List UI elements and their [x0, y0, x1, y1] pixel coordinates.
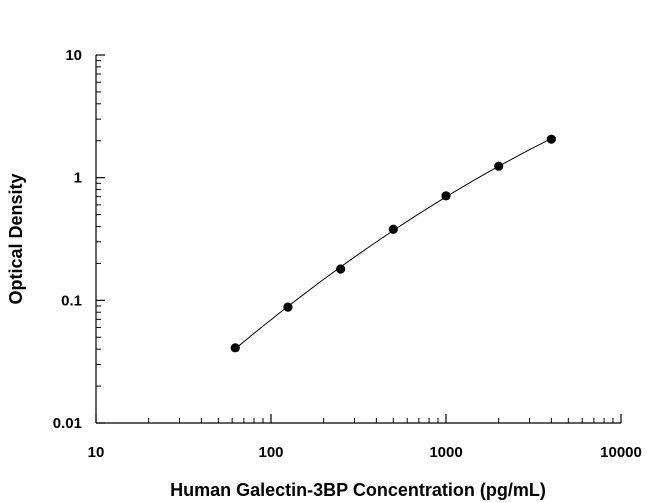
y-tick-label: 0.1: [61, 292, 82, 309]
y-tick-labels: 0.01 0.1 1 10: [53, 47, 82, 432]
data-point: [388, 224, 398, 234]
fit-curve: [234, 138, 552, 350]
data-point: [441, 191, 451, 201]
data-point: [283, 302, 293, 312]
y-major-ticks: [96, 54, 105, 424]
x-axis-title: Human Galectin-3BP Concentration (pg/mL): [170, 480, 546, 500]
y-tick-label: 1: [74, 170, 82, 187]
data-point: [336, 264, 346, 274]
y-axis-title: Optical Density: [6, 173, 26, 304]
data-point: [230, 343, 240, 353]
data-point: [494, 161, 504, 171]
y-minor-ticks: [96, 60, 101, 387]
x-tick-labels: 10 100 1000 10000: [88, 444, 642, 461]
y-tick-label: 10: [65, 47, 82, 64]
x-tick-label: 10000: [600, 444, 642, 461]
x-major-ticks: [95, 414, 622, 423]
y-tick-label: 0.01: [53, 415, 82, 432]
data-point: [546, 134, 556, 144]
x-tick-label: 100: [258, 444, 283, 461]
data-points: [230, 134, 556, 353]
x-tick-label: 10: [88, 444, 105, 461]
x-tick-label: 1000: [429, 444, 462, 461]
x-minor-ticks: [148, 418, 614, 423]
